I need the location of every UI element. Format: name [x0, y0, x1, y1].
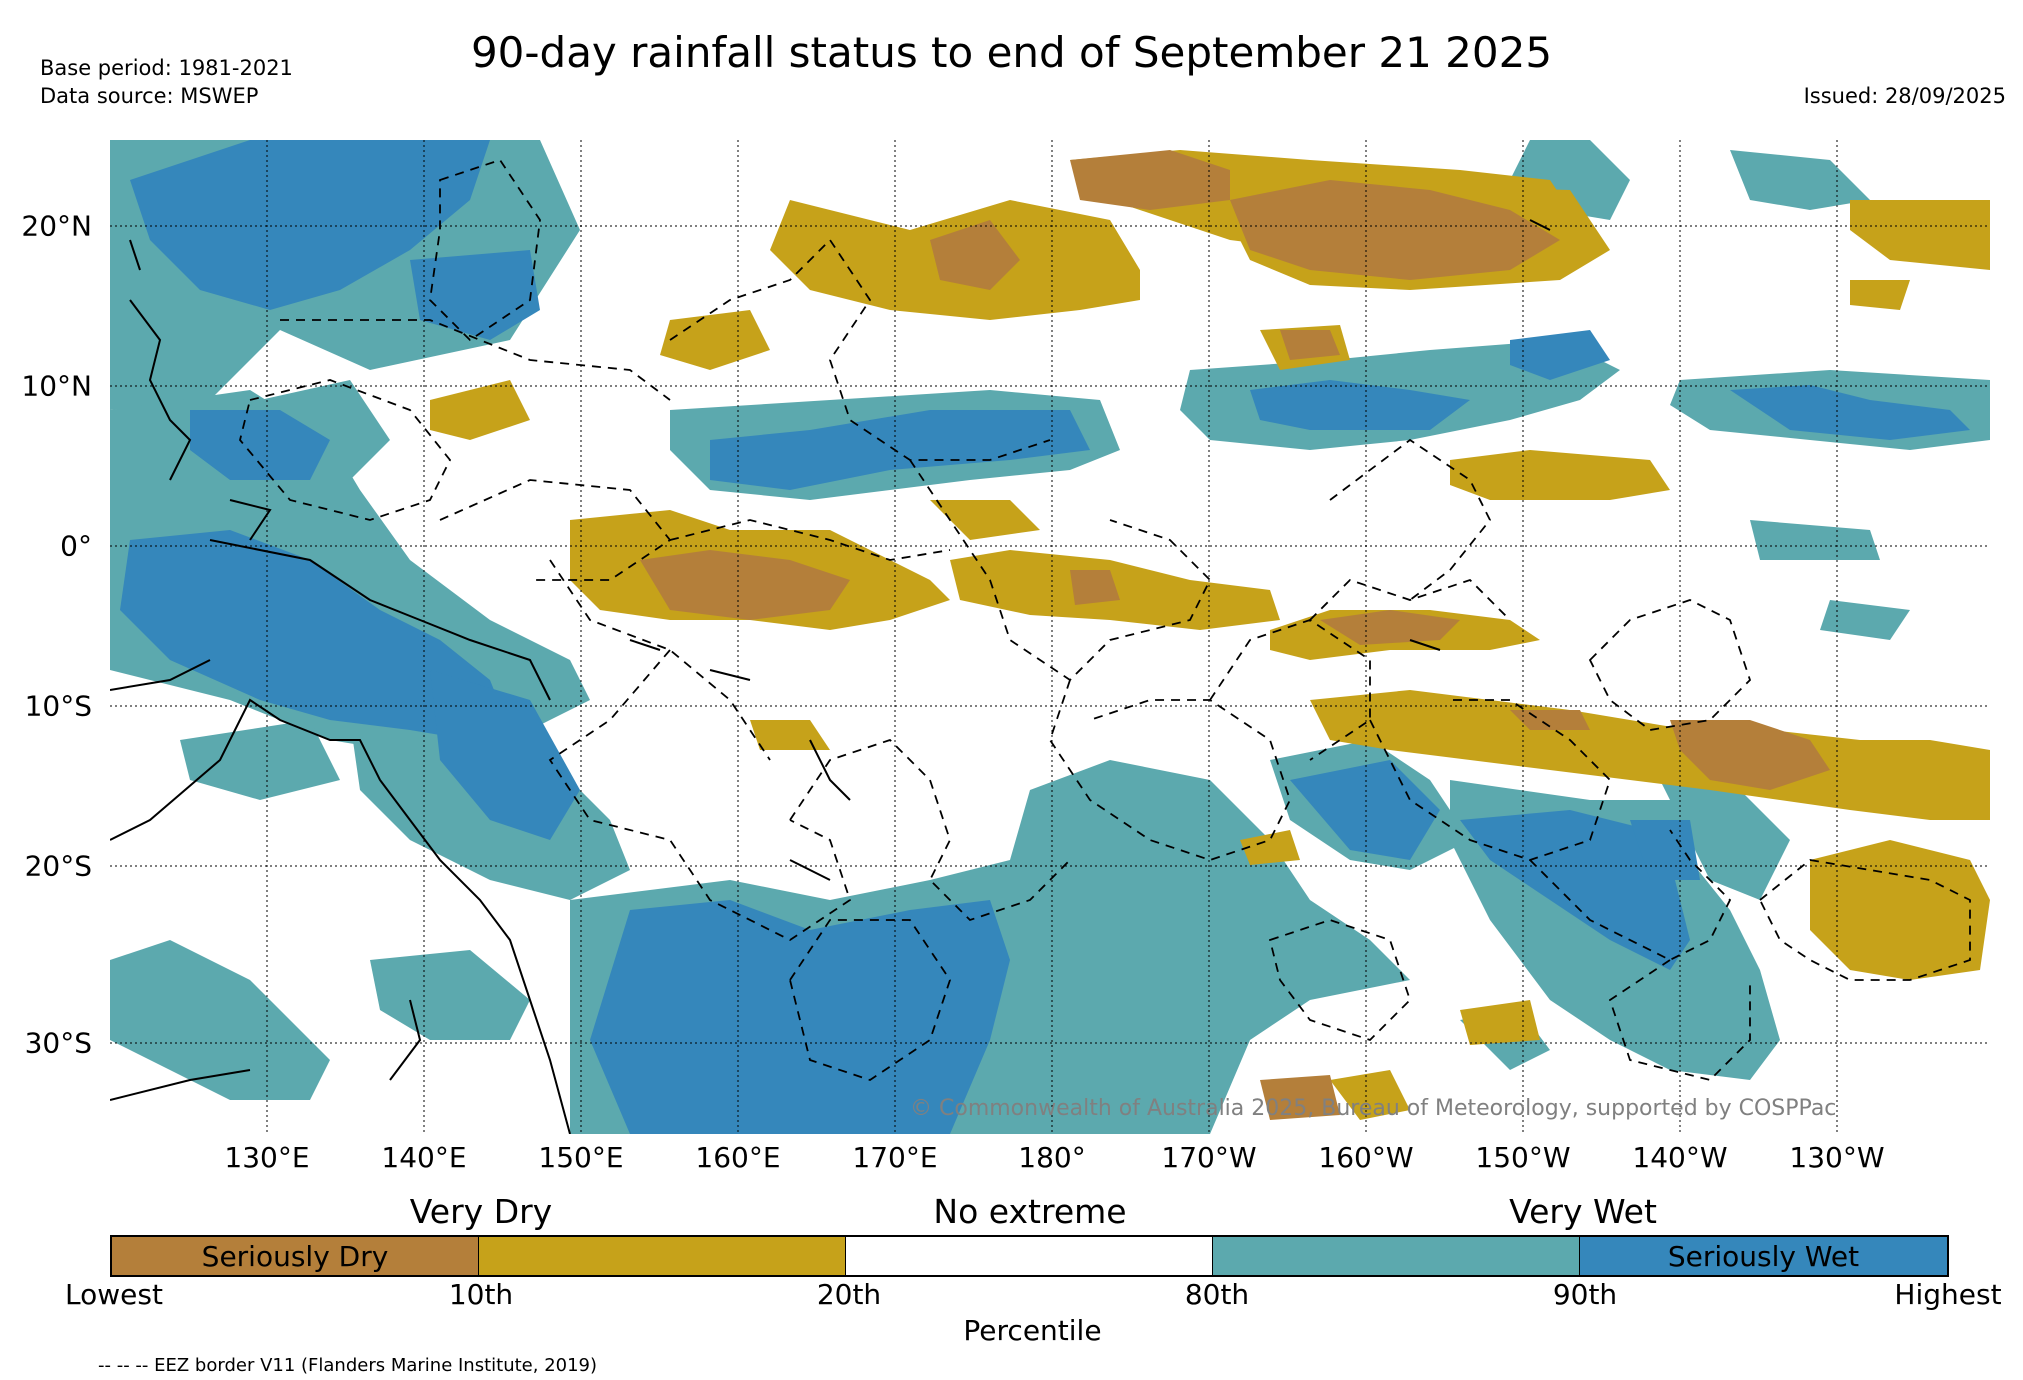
- legend-category-very-dry: Very Dry: [409, 1192, 553, 1231]
- lon-label: 140°E: [381, 1141, 467, 1174]
- lon-label: 130°E: [224, 1141, 310, 1174]
- lat-label: 20°S: [24, 849, 92, 883]
- legend-segment-no-extreme: [846, 1237, 1213, 1275]
- eez-note: -- -- -- EEZ border V11 (Flanders Marine…: [98, 1355, 598, 1376]
- data-source: Data source: MSWEP: [40, 84, 259, 108]
- legend-segment-very-dry: [479, 1237, 846, 1275]
- legend-category-no-extreme: No extreme: [933, 1192, 1127, 1231]
- copyright-note: © Commonwealth of Australia 2025, Bureau…: [910, 1096, 1836, 1121]
- lat-label: 20°N: [21, 209, 92, 243]
- issued-date: Issued: 28/09/2025: [1803, 84, 2006, 108]
- legend-colorbar: Seriously Dry Seriously Wet: [110, 1235, 1949, 1277]
- lon-label: 170°E: [852, 1141, 938, 1174]
- eez-borders: [239, 158, 1971, 1081]
- lon-label: 160°E: [695, 1141, 781, 1174]
- rainfall-map: © Commonwealth of Australia 2025, Bureau…: [110, 140, 1990, 1134]
- lat-label: 0°: [60, 529, 92, 563]
- legend-segment-very-wet: [1213, 1237, 1580, 1275]
- lon-label: 180°: [1018, 1141, 1086, 1174]
- legend-tick: 80th: [1184, 1278, 1250, 1311]
- legend-segment-seriously-dry: Seriously Dry: [112, 1237, 479, 1275]
- lat-label: 30°S: [24, 1026, 92, 1060]
- legend-tick: 20th: [816, 1278, 882, 1311]
- legend-tick: 10th: [448, 1278, 514, 1311]
- lon-label: 160°W: [1318, 1141, 1414, 1174]
- lon-label: 150°W: [1475, 1141, 1571, 1174]
- lon-label: 170°W: [1161, 1141, 1257, 1174]
- legend-axis-label: Percentile: [963, 1314, 1102, 1347]
- coastlines: [110, 219, 1551, 1134]
- lon-label: 150°E: [538, 1141, 624, 1174]
- legend-segment-seriously-wet: Seriously Wet: [1580, 1237, 1947, 1275]
- base-period: Base period: 1981-2021: [40, 56, 293, 80]
- legend-tick: Highest: [1894, 1278, 2002, 1311]
- lon-label: 140°W: [1632, 1141, 1728, 1174]
- graticule: [110, 140, 1990, 1134]
- legend-tick: Lowest: [65, 1278, 163, 1311]
- legend-category-very-wet: Very Wet: [1509, 1192, 1657, 1231]
- seriously-dry-areas: [640, 150, 1830, 1120]
- lat-label: 10°S: [24, 689, 92, 723]
- lon-label: 130°W: [1789, 1141, 1885, 1174]
- lat-label: 10°N: [21, 369, 92, 403]
- legend-tick: 90th: [1552, 1278, 1618, 1311]
- map-title: 90-day rainfall status to end of Septemb…: [470, 28, 1553, 77]
